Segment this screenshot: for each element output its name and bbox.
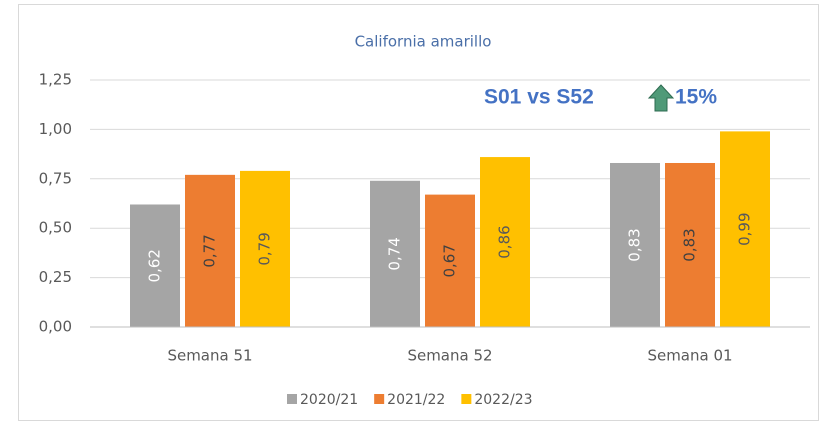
data-label: 0,77 xyxy=(201,234,219,267)
bar xyxy=(665,162,715,327)
legend-swatch xyxy=(374,394,385,404)
x-tick-label: Semana 01 xyxy=(647,347,732,365)
x-tick-label: Semana 52 xyxy=(407,347,492,365)
chart-title: California amarillo xyxy=(355,33,492,51)
up-arrow-icon xyxy=(647,84,675,112)
data-label: 0,79 xyxy=(256,232,274,265)
bar xyxy=(425,194,475,327)
bar xyxy=(240,170,290,327)
legend-label: 2022/23 xyxy=(474,392,532,408)
bar xyxy=(480,157,530,327)
y-tick-label: 1,00 xyxy=(39,120,72,138)
annotation: S01 vs S52 xyxy=(484,86,594,109)
legend-label: 2020/21 xyxy=(300,392,358,408)
y-tick-label: 0,75 xyxy=(39,169,72,187)
bar xyxy=(185,174,235,327)
bar xyxy=(130,204,180,327)
bar xyxy=(610,162,660,327)
data-label: 0,83 xyxy=(681,228,699,261)
x-tick-label: Semana 51 xyxy=(167,347,252,365)
legend-swatch xyxy=(287,394,297,404)
bar xyxy=(370,180,420,327)
data-label: 0,99 xyxy=(736,212,754,245)
legend-swatch xyxy=(461,394,472,404)
data-label: 0,74 xyxy=(386,237,404,270)
data-label: 0,83 xyxy=(626,228,644,261)
data-label: 0,67 xyxy=(441,244,459,277)
y-tick-label: 0,00 xyxy=(39,318,72,336)
bar xyxy=(720,131,770,327)
data-label: 0,86 xyxy=(496,225,514,258)
y-tick-label: 1,25 xyxy=(39,71,72,89)
data-label: 0,62 xyxy=(146,249,164,282)
y-tick-label: 0,25 xyxy=(39,268,72,286)
y-tick-label: 0,50 xyxy=(39,219,72,237)
legend-label: 2021/22 xyxy=(387,392,445,408)
annotation: 15% xyxy=(675,86,717,109)
